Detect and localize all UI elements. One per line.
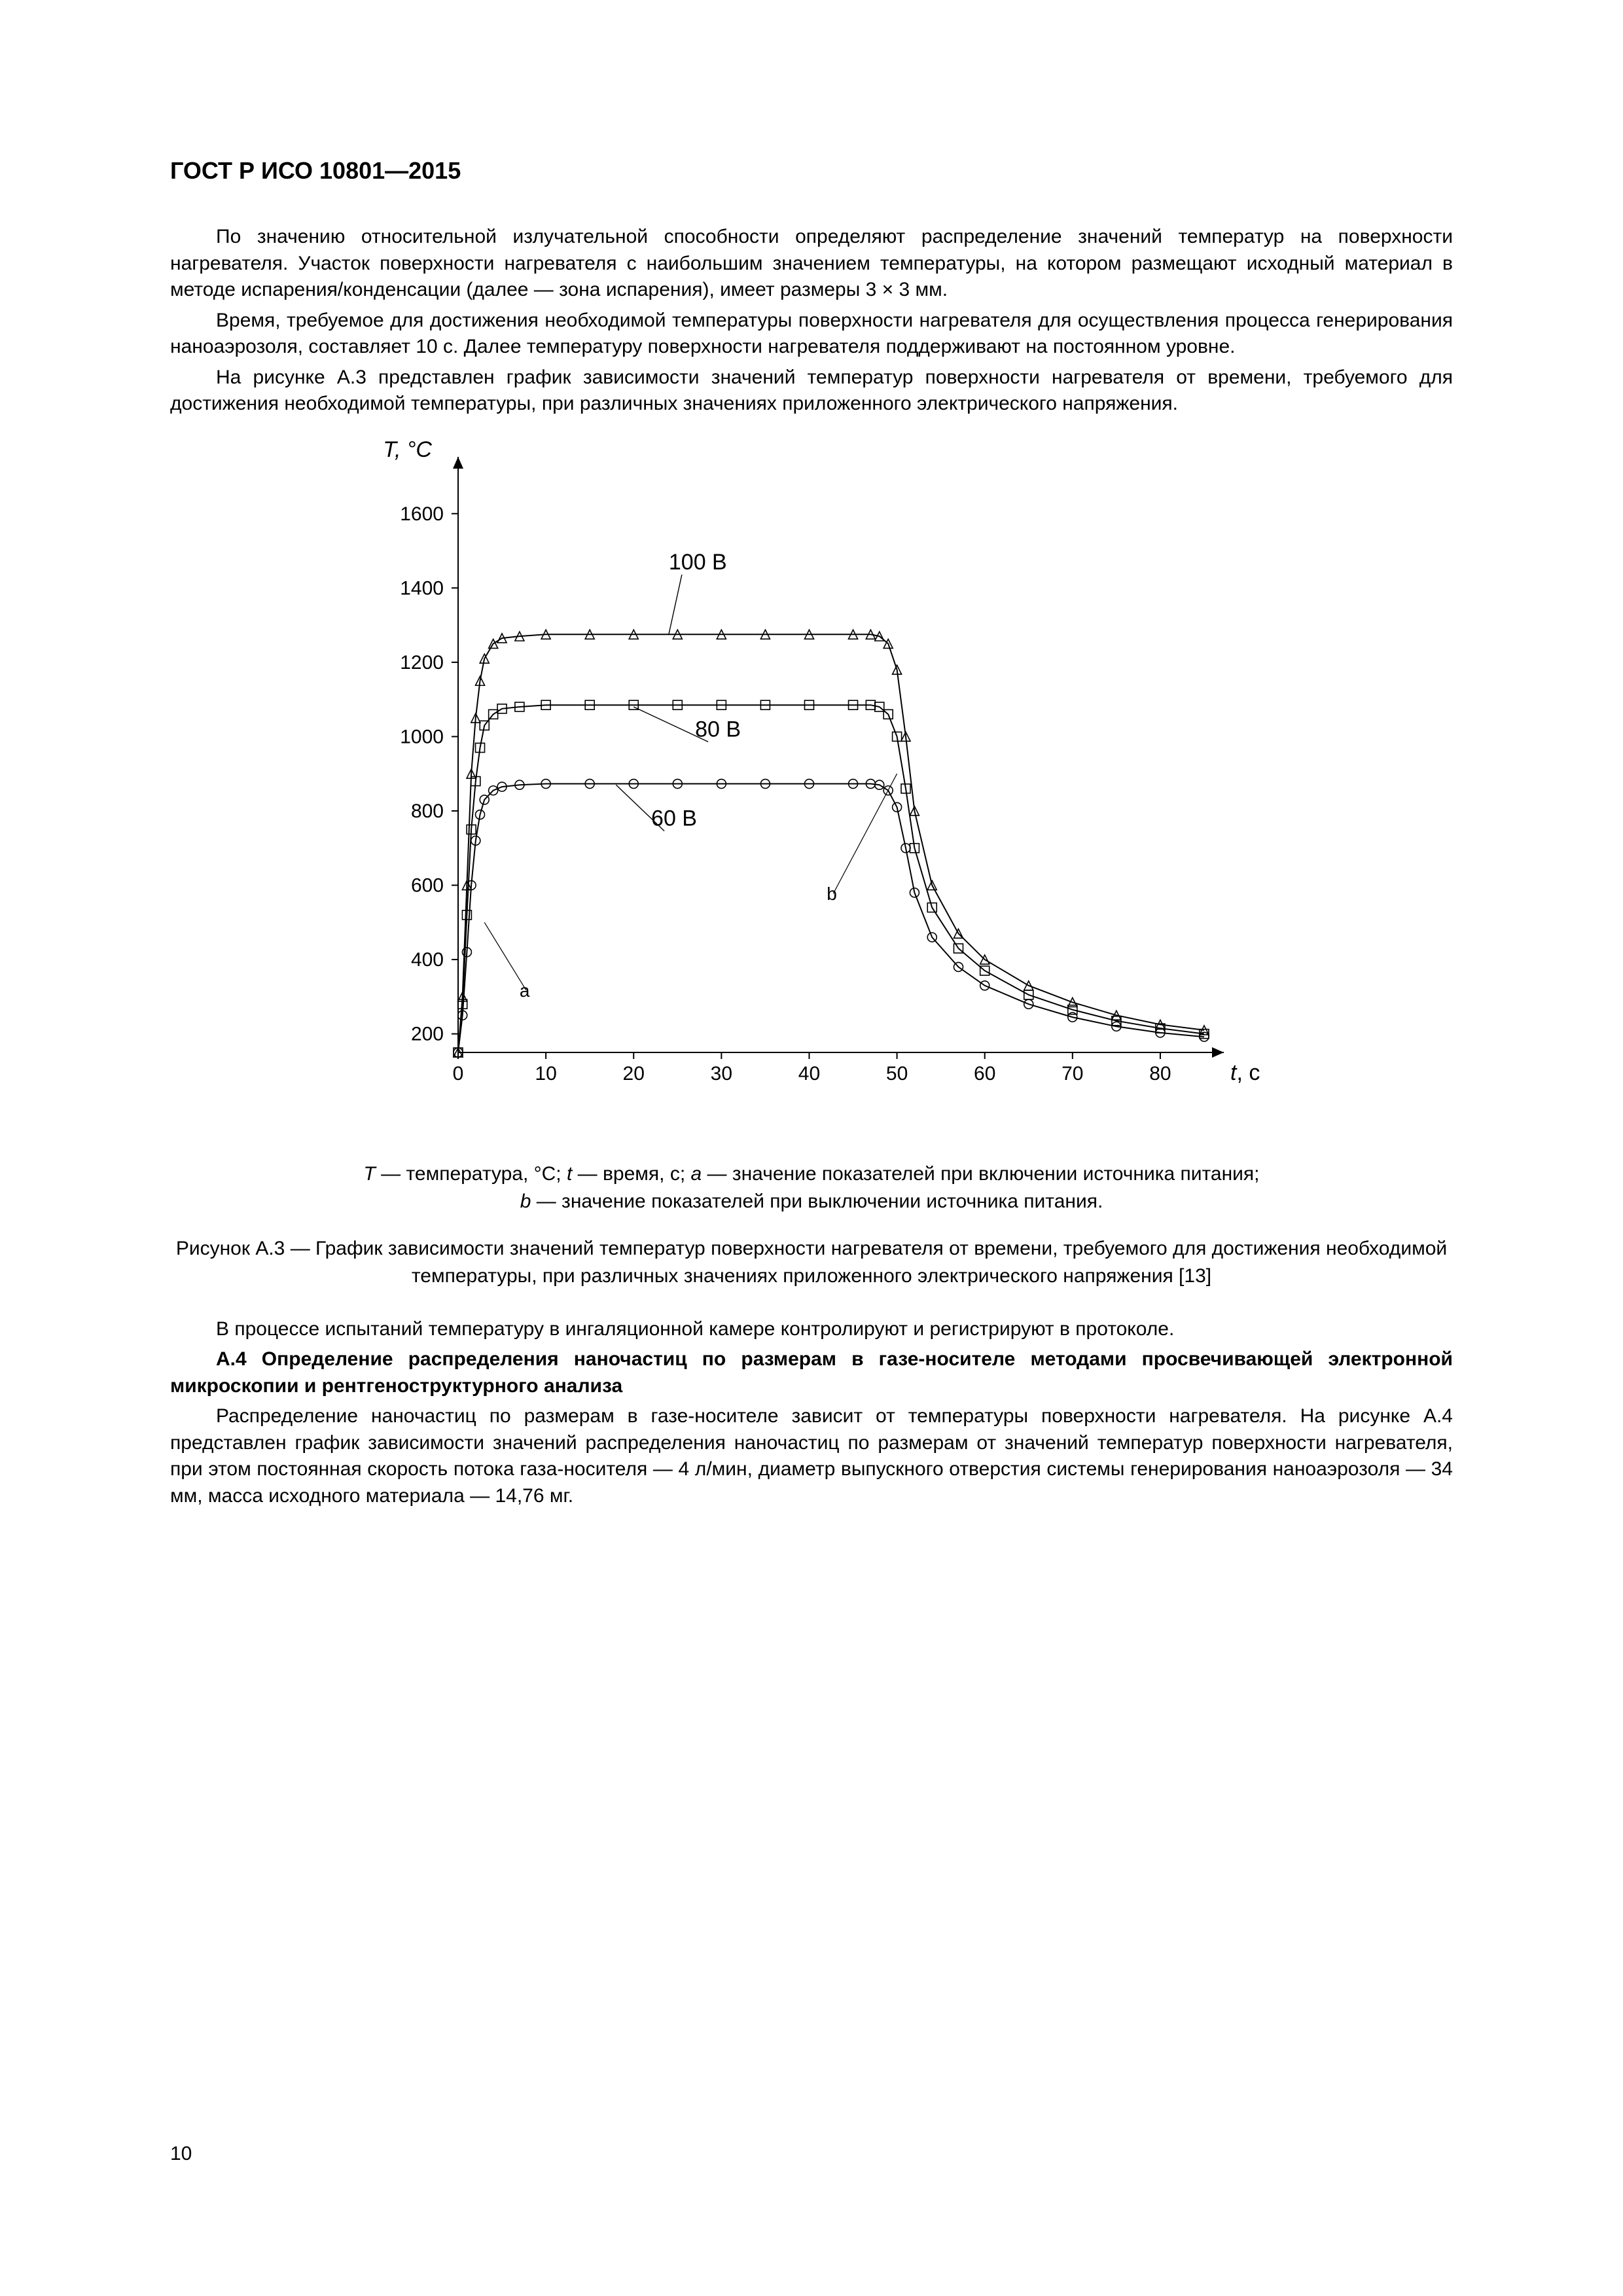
svg-text:60 В: 60 В [651,806,697,831]
svg-text:70: 70 [1061,1063,1083,1085]
svg-text:400: 400 [411,949,444,971]
figure-a3-caption: Рисунок А.3 — График зависимости значени… [170,1235,1453,1290]
svg-text:200: 200 [411,1023,444,1045]
doc-header: ГОСТ Р ИСО 10801—2015 [170,157,1453,185]
svg-text:0: 0 [453,1063,464,1085]
svg-text:a: a [520,980,530,1000]
svg-text:800: 800 [411,800,444,821]
section-a4-heading: А.4 Определение распределения наночастиц… [170,1346,1453,1399]
svg-text:1200: 1200 [400,651,444,673]
paragraph-1: По значению относительной излучательной … [170,224,1453,304]
svg-text:10: 10 [535,1063,556,1085]
svg-text:60: 60 [974,1063,995,1085]
paragraph-4: В процессе испытаний температуру в ингал… [170,1316,1453,1343]
figure-a3-legend: T — температура, °C; t — время, с; a — з… [170,1160,1453,1215]
svg-text:50: 50 [886,1063,908,1085]
figure-a3-chart: 200 400 600 800 1000 1200 1400 1600 0 10 20 30 40 50 6… [170,437,1453,1108]
svg-text:80 В: 80 В [695,717,741,742]
svg-text:40: 40 [798,1063,820,1085]
svg-text:30: 30 [711,1063,732,1085]
svg-text:T, °C: T, °C [383,437,432,462]
svg-text:1400: 1400 [400,577,444,599]
svg-text:600: 600 [411,874,444,896]
svg-text:t, с: t, с [1230,1060,1260,1085]
svg-text:1600: 1600 [400,503,444,524]
page-number: 10 [170,2143,192,2165]
svg-text:b: b [827,884,837,904]
paragraph-6: Распределение наночастиц по размерам в г… [170,1403,1453,1509]
svg-text:20: 20 [623,1063,645,1085]
paragraph-3: На рисунке А.3 представлен график зависи… [170,365,1453,418]
svg-text:80: 80 [1149,1063,1171,1085]
paragraph-2: Время, требуемое для достижения необходи… [170,308,1453,361]
svg-text:1000: 1000 [400,726,444,747]
svg-text:100 В: 100 В [669,549,727,574]
